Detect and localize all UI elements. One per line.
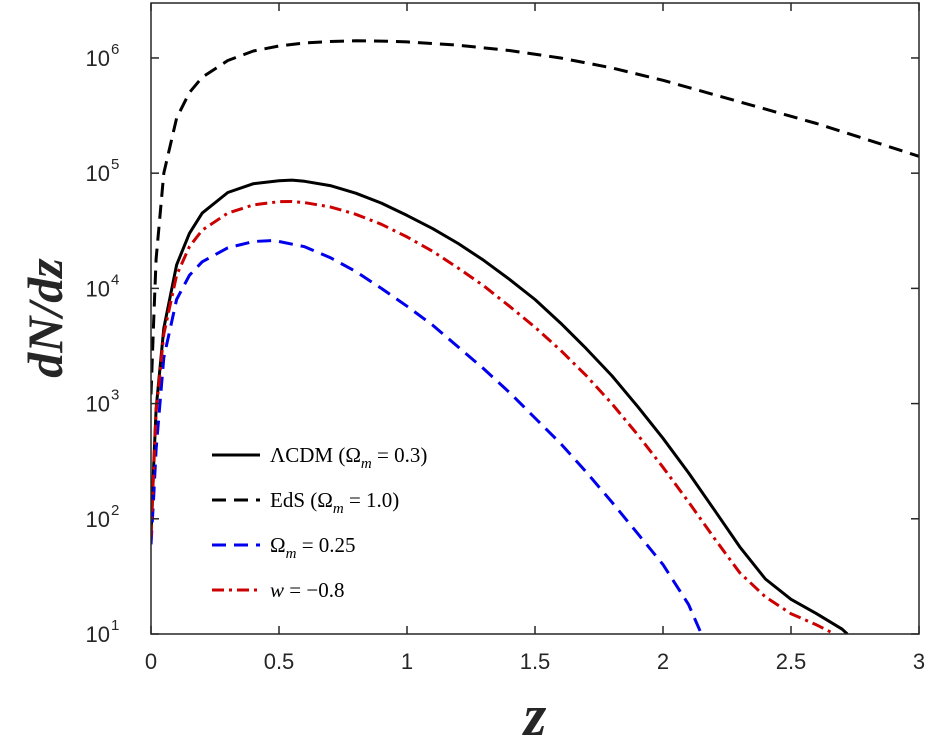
x-tick-label: 0 xyxy=(145,649,157,674)
x-tick-label: 1.5 xyxy=(520,649,551,674)
legend-entry-1: EdS (Ωm = 1.0) xyxy=(270,488,399,517)
series-line-1 xyxy=(151,39,919,395)
legend-entry-0: ΛCDM (Ωm = 0.3) xyxy=(270,443,427,472)
x-tick-label: 3 xyxy=(913,649,925,674)
y-tick-label: 10 xyxy=(86,276,110,301)
y-tick-label: 10 xyxy=(86,392,110,417)
x-tick-label: 2.5 xyxy=(776,649,807,674)
legend-entry-2: Ωm = 0.25 xyxy=(270,533,356,562)
y-tick-exponent: 2 xyxy=(111,502,119,519)
y-tick-exponent: 1 xyxy=(111,617,119,634)
x-tick-label: 2 xyxy=(657,649,669,674)
x-axis-label: z xyxy=(522,683,547,744)
y-tick-exponent: 3 xyxy=(111,387,119,404)
y-tick-label: 10 xyxy=(86,622,110,647)
y-tick-label: 10 xyxy=(86,161,110,186)
y-axis-label: dN/dz xyxy=(17,258,73,378)
series-layer xyxy=(151,39,919,634)
series-line-2 xyxy=(151,239,703,634)
series-line-0 xyxy=(151,178,849,634)
y-tick-exponent: 6 xyxy=(111,41,119,58)
y-tick-exponent: 4 xyxy=(111,271,119,288)
y-tick-label: 10 xyxy=(86,507,110,532)
plot-background xyxy=(151,3,919,634)
legend: ΛCDM (Ωm = 0.3) EdS (Ωm = 1.0) Ωm = 0.25 w … xyxy=(212,443,427,602)
y-tick-label: 10 xyxy=(86,46,110,71)
x-tick-label: 1 xyxy=(401,649,413,674)
series-line-3 xyxy=(151,200,836,634)
legend-entry-3: w = −0.8 xyxy=(270,578,344,602)
y-tick-exponent: 5 xyxy=(111,156,119,173)
x-tick-label: 0.5 xyxy=(264,649,295,674)
